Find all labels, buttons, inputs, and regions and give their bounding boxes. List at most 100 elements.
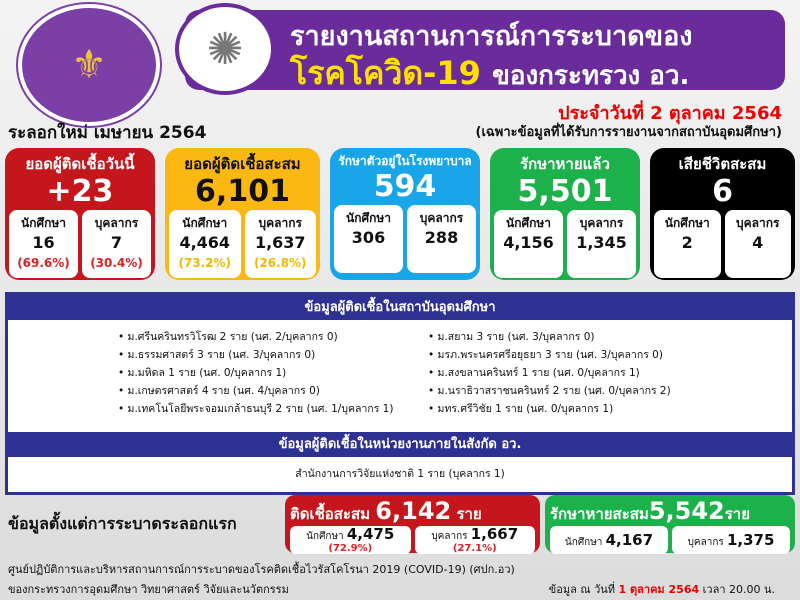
students-cell: นักศึกษา 16 (69.6%)	[9, 210, 78, 278]
agencies-header: ข้อมูลผู้ติดเชื้อในหน่วยงานภายในสังกัด อ…	[8, 432, 792, 457]
wave-label: ระลอกใหม่ เมษายน 2564	[8, 123, 207, 143]
title: ติดเชื้อสะสม	[290, 505, 371, 523]
label: นักศึกษา	[506, 216, 551, 230]
card-title: รักษาตัวอยู่ในโรงพยาบาล	[338, 154, 472, 168]
label: นักศึกษา	[306, 531, 344, 542]
card-cumulative-infected: ยอดผู้ติดเชื้อสะสม 6,101 นักศึกษา 4,464 (7…	[165, 148, 320, 280]
institution-item: มทร.ศรีวิชัย 1 ราย (นศ. 0/บุคลากร 1)	[428, 400, 738, 418]
card-recovered: รักษาหายแล้ว 5,501 นักศึกษา 4,156 บุคลากร…	[490, 148, 640, 280]
label: บุคลากร	[419, 211, 464, 225]
agency-item: สำนักงานการวิจัยแห่งชาติ 1 ราย (บุคลากร …	[295, 468, 505, 480]
value: 16	[32, 233, 55, 252]
footer-line1: ศูนย์ปฏิบัติการและบริหารสถานการณ์การระบา…	[8, 563, 515, 576]
staff-cell: บุคลากร 7 (30.4%)	[82, 210, 151, 278]
value: 7	[110, 233, 123, 252]
value: 2	[681, 233, 693, 252]
value: 4,475	[346, 525, 395, 543]
pct: (73.2%)	[178, 256, 232, 270]
label: บุคลากร	[258, 216, 302, 230]
report-date: ประจำวันที่ 2 ตุลาคม 2564	[558, 103, 782, 124]
label: บุคลากร	[431, 531, 468, 542]
label: บุคลากร	[687, 537, 724, 548]
staff-cell: บุคลากร 1,345	[567, 210, 636, 278]
ministry-logo: ⚜	[18, 4, 160, 126]
value: 1,667	[470, 525, 519, 543]
institution-item: ม.สงขลานครินทร์ 1 ราย (นศ. 0/บุคลากร 1)	[428, 364, 738, 382]
institutions-right-list: ม.สยาม 3 ราย (นศ. 3/บุคลากร 0)มรภ.พระนคร…	[428, 328, 738, 432]
value: 4,167	[605, 531, 654, 549]
pct: (72.9%)	[328, 543, 373, 554]
pct: (30.4%)	[90, 256, 143, 270]
label: นักศึกษา	[21, 216, 66, 230]
students-cell: นักศึกษา 306	[334, 205, 403, 273]
staff-cell: บุคลากร 288	[407, 205, 476, 273]
card-deaths: เสียชีวิตสะสม 6 นักศึกษา 2 บุคลากร 4	[650, 148, 795, 280]
value: 4,464	[179, 233, 231, 252]
since-first-wave-label: ข้อมูลตั้งแต่การระบาดระลอกแรก	[8, 514, 237, 533]
title-line2: โรคโควิด-19 ของกระทรวง อว.	[290, 48, 689, 99]
staff-cell: บุคลากร 1,637 (26.8%)	[244, 210, 316, 278]
card-value: 594	[373, 169, 437, 204]
asof-date: 1 ตุลาคม 2564	[618, 583, 700, 596]
label: บุคลากร	[736, 216, 780, 230]
label: บุคลากร	[94, 216, 139, 230]
institutions-left-list: ม.ศรีนครินทรวิโรฒ 2 ราย (นศ. 2/บุคลากร 0…	[118, 328, 428, 432]
institution-item: ม.สยาม 3 ราย (นศ. 3/บุคลากร 0)	[428, 328, 738, 346]
label: บุคลากร	[579, 216, 624, 230]
value: 1,637	[254, 233, 306, 252]
asof-time: เวลา 20.00 น.	[702, 583, 775, 596]
card-value: +23	[46, 174, 114, 209]
card-title: รักษาหายแล้ว	[520, 155, 610, 173]
title-disease: โรคโควิด-19	[290, 54, 481, 92]
label: นักศึกษา	[182, 216, 228, 230]
unit: ราย	[724, 505, 751, 523]
card-value: 6,101	[195, 174, 290, 209]
institution-item: ม.เกษตรศาสตร์ 4 ราย (นศ. 4/บุคลากร 0)	[118, 382, 428, 400]
data-as-of: ข้อมูล ณ วันที่ 1 ตุลาคม 2564 เวลา 20.00…	[549, 580, 775, 598]
staff-cell: บุคลากร 1,375	[672, 526, 790, 554]
infection-details-box: ข้อมูลผู้ติดเชื้อในสถาบันอุดมศึกษา ม.ศรี…	[5, 292, 795, 495]
students-cell: นักศึกษา 4,156	[494, 210, 563, 278]
institutions-header: ข้อมูลผู้ติดเชื้อในสถาบันอุดมศึกษา	[8, 295, 792, 320]
label: นักศึกษา	[346, 211, 391, 225]
label: นักศึกษา	[664, 216, 710, 230]
unit: ราย	[456, 505, 482, 523]
label: นักศึกษา	[564, 537, 603, 548]
title-line1: รายงานสถานการณ์การระบาดของ	[290, 21, 693, 52]
virus-icon: ✺	[175, 3, 275, 95]
cumulative-recovered-box: รักษาหายสะสม5,542ราย นักศึกษา 4,167 บุคล…	[545, 495, 795, 554]
institution-item: ม.นราธิวาสราชนครินทร์ 2 ราย (นศ. 0/บุคลา…	[428, 382, 738, 400]
card-value: 5,501	[517, 174, 613, 209]
pct: (69.6%)	[17, 256, 70, 270]
cumulative-infected-box: ติดเชื้อสะสม 6,142 ราย นักศึกษา 4,475 (72…	[285, 495, 540, 554]
report-note: (เฉพาะข้อมูลที่ได้รับการรายงานจากสถาบันอ…	[475, 125, 782, 140]
value: 4	[752, 233, 764, 252]
card-today-infected: ยอดผู้ติดเชื้อวันนี้ +23 นักศึกษา 16 (69.6…	[5, 148, 155, 280]
title: รักษาหายสะสม	[550, 505, 649, 523]
students-cell: นักศึกษา 4,167	[550, 526, 668, 554]
institution-item: ม.มหิดล 1 ราย (นศ. 0/บุคลากร 1)	[118, 364, 428, 382]
students-cell: นักศึกษา 4,464 (73.2%)	[169, 210, 241, 278]
pct: (27.1%)	[452, 543, 497, 554]
value: 5,542	[648, 497, 725, 525]
value: 4,156	[503, 233, 554, 252]
students-cell: นักศึกษา 2	[654, 210, 721, 278]
value: 6,142	[375, 497, 452, 525]
card-value: 6	[712, 174, 733, 209]
title-banner	[185, 10, 785, 90]
value: 306	[351, 228, 386, 247]
institution-item: ม.ศรีนครินทรวิโรฒ 2 ราย (นศ. 2/บุคลากร 0…	[118, 328, 428, 346]
students-cell: นักศึกษา 4,475 (72.9%)	[290, 526, 411, 554]
staff-cell: บุคลากร 1,667 (27.1%)	[414, 525, 535, 554]
institution-item: มรภ.พระนครศรีอยุธยา 3 ราย (นศ. 3/บุคลากร…	[428, 346, 738, 364]
value: 288	[424, 228, 459, 247]
asof-prefix: ข้อมูล ณ วันที่	[548, 583, 616, 596]
value: 1,375	[726, 531, 775, 549]
footer-line2: ของกระทรวงการอุดมศึกษา วิทยาศาสตร์ วิจัย…	[8, 583, 289, 596]
card-title: ยอดผู้ติดเชื้อสะสม	[184, 155, 301, 173]
title-ministry: ของกระทรวง อว.	[492, 61, 690, 91]
value: 1,345	[576, 233, 627, 252]
card-title: เสียชีวิตสะสม	[678, 155, 767, 173]
card-hospitalized: รักษาตัวอยู่ในโรงพยาบาล 594 นักศึกษา 306 …	[330, 148, 480, 280]
institution-item: ม.ธรรมศาสตร์ 3 ราย (นศ. 3/บุคลากร 0)	[118, 346, 428, 364]
